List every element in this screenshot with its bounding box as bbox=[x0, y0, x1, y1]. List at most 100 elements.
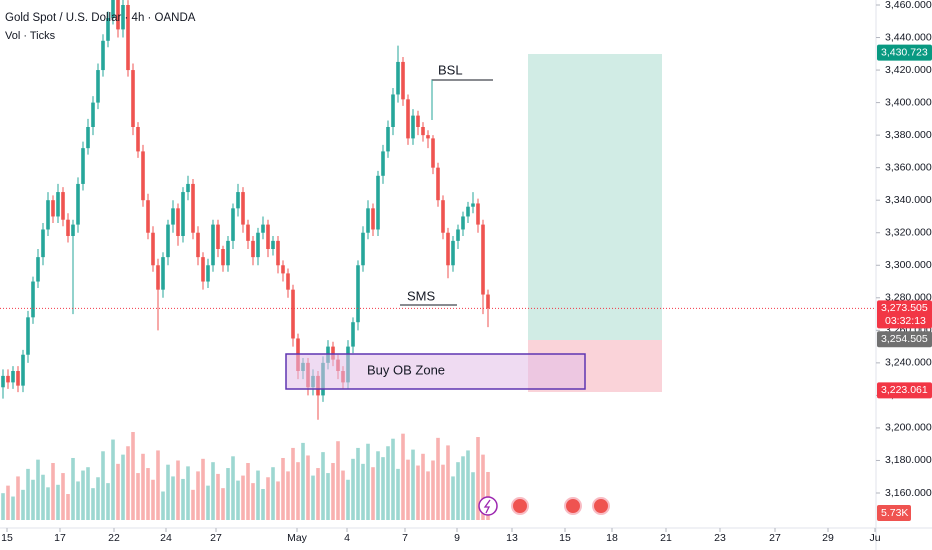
event-icon bbox=[483, 499, 491, 514]
x-tick-label: 21 bbox=[660, 532, 672, 544]
candle-body bbox=[156, 265, 160, 290]
volume-bar bbox=[341, 470, 345, 520]
volume-bar bbox=[466, 450, 470, 520]
volume-bar bbox=[321, 452, 325, 520]
candle-body bbox=[251, 240, 255, 258]
volume-bar bbox=[396, 468, 400, 520]
volume-bar bbox=[101, 451, 105, 520]
y-tick-label: 3,300.000 bbox=[885, 259, 932, 271]
volume-bar bbox=[431, 460, 435, 520]
volume-bar bbox=[316, 468, 320, 520]
price-badge bbox=[877, 382, 932, 399]
volume-bar bbox=[401, 433, 405, 520]
candle-body bbox=[226, 240, 230, 266]
volume-bar bbox=[156, 450, 160, 520]
candle-body bbox=[211, 224, 215, 266]
volume-bar bbox=[26, 468, 30, 520]
volume-bar bbox=[296, 462, 300, 520]
volume-bar bbox=[196, 471, 200, 520]
volume-bar bbox=[171, 476, 175, 520]
event-icon bbox=[592, 497, 610, 515]
candle-body bbox=[181, 192, 185, 236]
event-icon bbox=[478, 496, 498, 516]
y-tick-label: 3,440.000 bbox=[885, 31, 932, 43]
candle-body bbox=[141, 151, 145, 201]
candle-body bbox=[471, 203, 475, 207]
price-badge bbox=[877, 331, 932, 348]
volume-bar bbox=[306, 455, 310, 520]
volume-bar bbox=[86, 467, 90, 520]
volume-bar bbox=[351, 458, 355, 520]
volume-bar bbox=[246, 463, 250, 520]
candle-body bbox=[171, 208, 175, 225]
candle-body bbox=[371, 208, 375, 230]
ob-zone-label: Buy OB Zone bbox=[367, 362, 445, 377]
candle-body bbox=[276, 240, 280, 266]
y-tick-label: 3,360.000 bbox=[885, 161, 932, 173]
volume-bar bbox=[406, 459, 410, 520]
volume-bar bbox=[36, 459, 40, 520]
candle-body bbox=[361, 232, 365, 266]
target-zone bbox=[528, 54, 662, 340]
volume-bar bbox=[236, 480, 240, 520]
volume-bar bbox=[456, 462, 460, 520]
x-tick-label: 17 bbox=[54, 532, 66, 544]
candle-body bbox=[466, 206, 470, 217]
candle-body bbox=[166, 224, 170, 258]
x-tick-label: 24 bbox=[160, 532, 172, 544]
volume-bar bbox=[381, 457, 385, 520]
candle-body bbox=[206, 265, 210, 282]
x-tick-label: 29 bbox=[822, 532, 834, 544]
volume-bar bbox=[6, 485, 10, 520]
candle-body bbox=[456, 229, 460, 241]
candle-body bbox=[76, 183, 80, 225]
candle-body bbox=[481, 224, 485, 295]
volume-bar bbox=[311, 475, 315, 520]
candle-body bbox=[236, 192, 240, 209]
volume-bar bbox=[221, 488, 225, 520]
volume-bar bbox=[256, 470, 260, 520]
candle-body bbox=[411, 115, 415, 139]
volume-bar bbox=[436, 437, 440, 520]
candle-body bbox=[191, 183, 195, 233]
volume-pane bbox=[1, 432, 490, 520]
volume-bar bbox=[426, 471, 430, 520]
volume-bar bbox=[241, 475, 245, 520]
volume-bar bbox=[261, 488, 265, 520]
volume-bar bbox=[61, 473, 65, 520]
price-badge-countdown: 03:32:13 bbox=[885, 315, 926, 327]
candle-body bbox=[66, 219, 70, 236]
candle-body bbox=[1, 375, 5, 388]
candle-body bbox=[11, 371, 15, 383]
x-tick-label: 4 bbox=[344, 532, 350, 544]
candle-body bbox=[451, 240, 455, 266]
x-tick-label: 27 bbox=[769, 532, 781, 544]
candle-body bbox=[56, 192, 60, 217]
volume-bar bbox=[51, 463, 55, 520]
volume-bar bbox=[286, 471, 290, 520]
candle-body bbox=[106, 18, 110, 41]
candle-body bbox=[46, 200, 50, 230]
candle-body bbox=[401, 61, 405, 100]
volume-bar bbox=[66, 494, 70, 520]
volume-bar bbox=[226, 468, 230, 520]
candle-body bbox=[256, 232, 260, 258]
volume-bar bbox=[336, 441, 340, 520]
y-tick-label: 3,200.000 bbox=[885, 422, 932, 434]
candle-body bbox=[271, 240, 275, 249]
y-tick-label: 3,460.000 bbox=[885, 0, 932, 11]
candle-body bbox=[221, 249, 225, 266]
candle-body bbox=[196, 232, 200, 258]
candle-body bbox=[136, 127, 140, 152]
candle-body bbox=[111, 0, 115, 19]
candle-body bbox=[486, 294, 490, 309]
volume-bar bbox=[56, 484, 60, 520]
candle-body bbox=[476, 203, 480, 225]
volume-bar bbox=[21, 489, 25, 520]
x-tick-label: 23 bbox=[714, 532, 726, 544]
candle-body bbox=[246, 224, 250, 241]
volume-bar bbox=[301, 442, 305, 520]
volume-bar bbox=[131, 432, 135, 520]
volume-bar bbox=[166, 464, 170, 520]
